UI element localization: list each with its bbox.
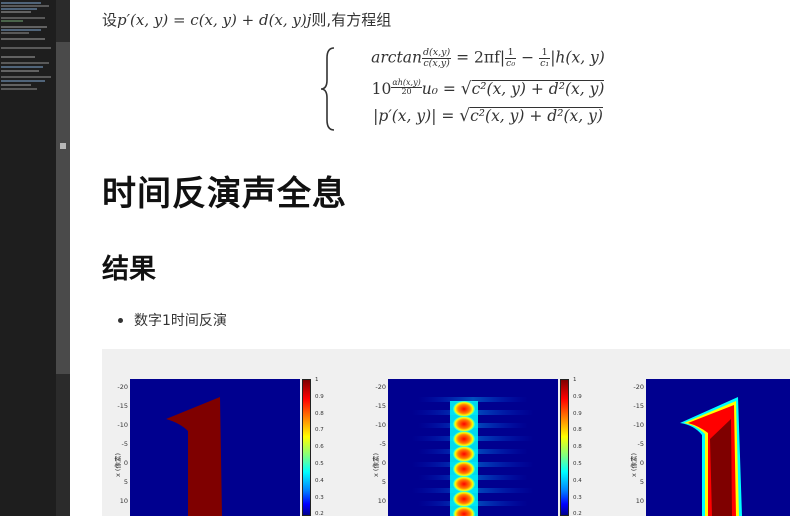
y-tick-label: 10 <box>377 497 386 505</box>
colorbar-tick-label: 1 <box>315 377 319 383</box>
equation-3: |p′(x, y)| = √c²(x, y) + d²(x, y) <box>373 106 603 126</box>
colorbar <box>560 379 569 516</box>
y-axis-label: x (像素) <box>372 453 380 477</box>
minimap-line <box>1 17 45 19</box>
heading-results: 结果 <box>102 254 156 285</box>
colorbar-tick-label: 0.6 <box>315 444 324 451</box>
intro-formula: p′(x, y) = c(x, y) + d(x, y)j <box>117 11 312 29</box>
intro-suffix: 则,有方程组 <box>311 11 392 29</box>
y-tick-label: -15 <box>633 402 644 410</box>
y-tick-label: 0 <box>639 459 644 467</box>
y-tick-label: -20 <box>375 383 386 391</box>
y-tick-label: -15 <box>375 402 386 410</box>
colorbar-tick-label: 0.4 <box>315 477 324 484</box>
minimap-line <box>1 56 35 58</box>
y-tick-label: -10 <box>375 421 386 429</box>
y-tick-label: -20 <box>117 383 128 391</box>
y-tick-label: -5 <box>637 440 644 448</box>
reconstruction-blob <box>453 491 475 507</box>
minimap-line <box>1 11 31 13</box>
colorbar-tick-label: 0.9 <box>573 393 582 400</box>
code-editor-pane[interactable] <box>0 0 56 516</box>
equation-system: arctan d(x,y) c(x,y) = 2πf| 1 c₀ − 1 c₁ |h(x, … <box>318 46 638 132</box>
reconstruction-blob <box>453 476 475 492</box>
colorbar-tick-label: 0.4 <box>573 477 582 484</box>
y-tick-label: -10 <box>633 421 644 429</box>
colorbar-tick-label: 0.8 <box>573 427 582 434</box>
left-brace <box>320 47 335 131</box>
heading-time-reversal-holography: 时间反演声全息 <box>102 174 347 214</box>
intro-prefix: 设 <box>102 11 118 29</box>
y-axis-label: x (像素) <box>114 453 122 477</box>
reconstruction-blob <box>453 461 475 477</box>
y-tick-label: 5 <box>639 478 644 486</box>
heatmap-image <box>388 379 558 516</box>
y-axis-label: x (像素) <box>630 453 638 477</box>
equation-1: arctan d(x,y) c(x,y) = 2πf| 1 c₀ − 1 c₁ |h(x, … <box>371 47 605 69</box>
minimap-line <box>1 38 45 40</box>
reconstruction-blob <box>453 431 475 447</box>
colorbar-tick-label: 0.2 <box>315 511 324 516</box>
heatmap-image <box>130 379 300 516</box>
markdown-preview-pane: 设p′(x, y) = c(x, y) + d(x, y)j则,有方程组 arc… <box>70 0 790 516</box>
equation-2: 10 αh(x,y) 20 u₀ = √c²(x, y) + d²(x, y) <box>371 78 605 99</box>
minimap-line <box>1 70 39 72</box>
colorbar-tick-label: 0.7 <box>315 427 324 434</box>
minimap-line <box>1 29 41 31</box>
colorbar-tick-label: 0.2 <box>573 511 582 516</box>
colorbar-tick-label: 0.8 <box>315 410 324 417</box>
scroll-position-marker <box>60 143 66 149</box>
minimap-line <box>1 66 43 68</box>
y-tick-label: 0 <box>381 459 386 467</box>
colorbar-tick-label: 0.9 <box>573 410 582 417</box>
y-tick-label: -5 <box>379 440 386 448</box>
reconstruction-blob <box>453 401 475 417</box>
y-tick-label: -5 <box>121 440 128 448</box>
y-tick-label: 10 <box>119 497 128 505</box>
minimap-line <box>1 62 49 64</box>
ripple-band <box>418 397 528 402</box>
results-list: 数字1时间反演 <box>116 310 227 330</box>
minimap-line <box>1 8 37 10</box>
colorbar-tick-label: 0.9 <box>315 393 324 400</box>
minimap-line <box>1 5 49 7</box>
colorbar-tick-label: 0.3 <box>573 494 582 501</box>
y-tick-label: -20 <box>633 383 644 391</box>
y-tick-label: 0 <box>123 459 128 467</box>
list-item: 数字1时间反演 <box>116 310 227 330</box>
minimap-line <box>1 26 47 28</box>
reconstruction-blob <box>453 506 475 516</box>
reconstruction-blob <box>453 446 475 462</box>
y-tick-label: 5 <box>381 478 386 486</box>
colorbar-tick-label: 0.8 <box>573 444 582 451</box>
editor-scrollbar-thumb[interactable] <box>56 42 70 374</box>
colorbar-tick-label: 0.3 <box>315 494 324 501</box>
colorbar-tick-label: 0.5 <box>573 461 582 467</box>
minimap-line <box>1 88 37 90</box>
minimap-line <box>1 32 29 34</box>
heatmap-image <box>646 379 790 516</box>
minimap-line <box>1 76 51 78</box>
figure-panel-3: -20 -15 -10 -5 0 5 10 x (像素) <box>618 349 790 516</box>
digit-one-shape <box>166 397 222 516</box>
y-tick-label: -10 <box>117 421 128 429</box>
minimap-line <box>1 20 23 22</box>
colorbar-tick-label: 0.5 <box>315 461 324 467</box>
minimap-line <box>1 2 41 4</box>
intro-formula-line: 设p′(x, y) = c(x, y) + d(x, y)j则,有方程组 <box>102 9 391 30</box>
minimap-line <box>1 47 51 49</box>
y-tick-label: 10 <box>635 497 644 505</box>
minimap-line <box>1 84 31 86</box>
result-figure: -20 -15 -10 -5 0 5 10 x (像素) 1 0.9 0.8 0.7 0.6 0.5 0.4… <box>102 349 790 516</box>
minimap-line <box>1 80 45 82</box>
colorbar <box>302 379 311 516</box>
figure-panel-2: -20 -15 -10 -5 0 5 10 x (像素) 1 0.9 0.9 0.8 0.8 0.5 0.4… <box>360 349 610 516</box>
y-tick-label: -15 <box>117 402 128 410</box>
colorbar-tick-label: 1 <box>573 377 577 383</box>
reconstruction-blob <box>453 416 475 432</box>
y-tick-label: 5 <box>123 478 128 486</box>
digit-outline-center <box>710 419 732 516</box>
figure-panel-1: -20 -15 -10 -5 0 5 10 x (像素) 1 0.9 0.8 0.7 0.6 0.5 0.4… <box>102 349 352 516</box>
